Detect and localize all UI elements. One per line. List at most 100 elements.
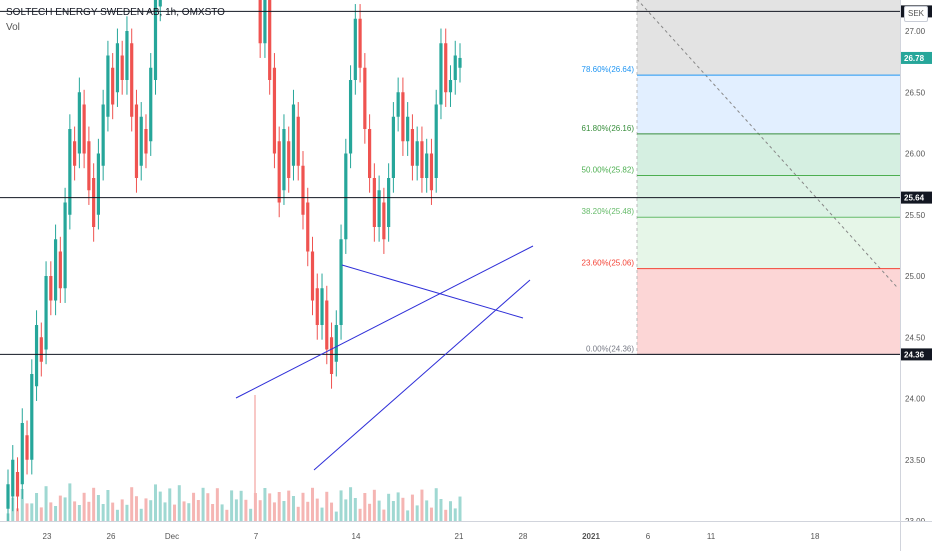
candle-body [448, 80, 453, 93]
volume-bar [391, 501, 395, 521]
candle-body [49, 276, 53, 301]
candle-body [30, 374, 34, 460]
price-axis-svg: 23.0023.5024.0024.5025.0025.5026.0026.50… [901, 5, 932, 526]
volume-bar [196, 500, 200, 521]
axis-corner [900, 521, 932, 551]
volume-bar [153, 484, 157, 521]
time-axis[interactable]: 23 26 Dec 7 14 21 28 2021 6 11 18 [0, 521, 900, 551]
candle-body [11, 459, 15, 497]
candle-body [58, 251, 62, 289]
candle-body [434, 104, 438, 178]
volume-bar [35, 493, 39, 521]
volume-bar [344, 499, 348, 521]
candle-body [53, 239, 58, 301]
volume-bar [263, 488, 267, 521]
candle-body [82, 104, 86, 154]
candle-body [134, 104, 139, 178]
volume-bar [92, 487, 96, 521]
candle-body [63, 202, 67, 289]
candle-body [301, 165, 305, 215]
volume-bar [268, 493, 272, 521]
volume-bar [158, 491, 162, 521]
time-tick-label: 26 [107, 532, 116, 541]
fib-label: 23.60%(25.06) [582, 259, 635, 268]
trendlines[interactable] [235, 245, 534, 471]
candle-body [34, 325, 39, 387]
candle-body [310, 251, 315, 301]
candle-body [277, 141, 281, 203]
trendline [235, 245, 534, 399]
time-tick-label: 28 [519, 532, 528, 541]
fib-zones [636, 0, 900, 355]
price-axis[interactable]: 23.0023.5024.0024.5025.0025.5026.0026.50… [900, 0, 932, 526]
candle-body [425, 153, 429, 178]
volume-bar [120, 499, 124, 521]
price-tick-label: 25.00 [905, 272, 926, 281]
price-label-text: 26.78 [904, 54, 925, 63]
candle-body [458, 57, 462, 68]
candlestick-chart[interactable]: 161.80%(29.04)100.00%(27.26)78.60%(26.64… [0, 0, 900, 524]
candle-body [353, 18, 357, 80]
horizontal-levels[interactable] [0, 0, 900, 355]
volume-bar [82, 492, 86, 521]
volume-legend: Vol [6, 22, 20, 33]
fib-zone [637, 217, 900, 269]
candles [6, 0, 462, 524]
time-axis-svg: 23 26 Dec 7 14 21 28 2021 6 11 18 [43, 532, 820, 541]
trendline [313, 279, 531, 471]
volume-bar [225, 509, 229, 521]
volume-bar [16, 508, 20, 521]
volume-bar [420, 489, 424, 521]
price-tick-label: 24.50 [905, 333, 926, 342]
volume-bar [101, 504, 105, 521]
candle-body [453, 55, 457, 80]
volume-bar [249, 508, 253, 521]
volume-bar [96, 495, 100, 521]
price-label-text: 25.64 [904, 194, 925, 203]
candle-body [439, 43, 443, 105]
volume-bar [206, 493, 210, 521]
volume-bar [415, 505, 419, 521]
candle-body [315, 288, 319, 325]
volume-bar [182, 501, 186, 521]
volume-bar [49, 502, 53, 521]
candle-body [68, 129, 72, 215]
candle-body [372, 178, 376, 227]
volume-bar [63, 497, 67, 521]
candle-body [382, 202, 386, 240]
volume-bar [296, 506, 300, 521]
currency-badge[interactable]: SEK [904, 6, 928, 22]
candle-body [444, 43, 448, 93]
candle-body [320, 288, 324, 325]
fib-label: 61.80%(26.16) [582, 124, 635, 133]
volume-bar [244, 499, 248, 521]
time-tick-label: 6 [646, 532, 651, 541]
volume-bar [125, 504, 129, 521]
volume-bar [173, 504, 177, 521]
fib-zone [637, 268, 900, 355]
fib-label: 0.00%(24.36) [586, 344, 634, 353]
volume-bar [334, 511, 338, 521]
volume-bar [73, 501, 77, 521]
candle-body [377, 190, 381, 227]
volume-bar [258, 500, 262, 521]
candle-body [258, 0, 262, 44]
candle-body [387, 178, 391, 227]
chart-plot-area[interactable]: 161.80%(29.04)100.00%(27.26)78.60%(26.64… [0, 0, 900, 524]
candle-body [73, 141, 77, 166]
fib-label: 38.20%(25.48) [582, 207, 635, 216]
volume-bar [77, 505, 81, 521]
candle-body [410, 129, 415, 166]
volume-bar [372, 489, 376, 521]
candle-body [272, 67, 277, 154]
volume-bar [377, 500, 381, 521]
candle-body [39, 337, 43, 362]
candle-body [120, 55, 124, 80]
candle-body [401, 92, 405, 142]
candle-body [153, 0, 158, 80]
volume-bar [44, 486, 48, 521]
volume-bar [448, 501, 452, 521]
volume-bar [382, 509, 386, 521]
candle-body [287, 141, 291, 178]
volume-bar [220, 504, 224, 521]
